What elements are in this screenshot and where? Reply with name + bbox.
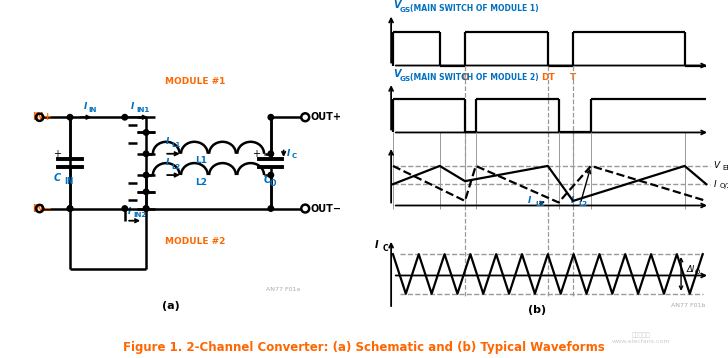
Text: C: C <box>264 175 270 185</box>
Text: IN1: IN1 <box>136 107 149 113</box>
Text: I: I <box>128 207 131 216</box>
Text: O: O <box>269 179 276 188</box>
Circle shape <box>268 115 274 120</box>
Text: L1: L1 <box>171 142 181 148</box>
Text: L2: L2 <box>195 178 207 187</box>
Text: L2: L2 <box>171 164 180 170</box>
Circle shape <box>268 172 274 178</box>
Text: IN+: IN+ <box>32 112 52 122</box>
Text: 电子发烧友
www.elecfans.com: 电子发烧友 www.elecfans.com <box>612 332 670 344</box>
Circle shape <box>143 151 149 156</box>
Text: IN−: IN− <box>32 204 52 213</box>
Text: GS: GS <box>400 7 411 13</box>
Text: +: + <box>252 149 260 159</box>
Circle shape <box>143 172 149 178</box>
Text: L1: L1 <box>535 201 545 207</box>
Text: IN: IN <box>64 177 74 186</box>
Text: C: C <box>53 173 60 183</box>
Text: C: C <box>383 243 389 253</box>
Circle shape <box>143 206 149 211</box>
Text: T: T <box>570 73 576 82</box>
Circle shape <box>143 206 149 211</box>
Text: I: I <box>131 102 134 111</box>
Text: MODULE #2: MODULE #2 <box>165 237 225 246</box>
Text: I: I <box>571 197 574 205</box>
Circle shape <box>268 206 274 211</box>
Text: AN77 F01b: AN77 F01b <box>671 304 705 309</box>
Text: IN: IN <box>89 107 98 113</box>
Text: DT: DT <box>541 73 555 82</box>
Text: V: V <box>713 161 719 170</box>
Text: I: I <box>84 102 87 111</box>
Text: (b): (b) <box>528 305 546 315</box>
Text: (MAIN SWITCH OF MODULE 2): (MAIN SWITCH OF MODULE 2) <box>410 73 539 82</box>
Circle shape <box>122 115 127 120</box>
Text: O: O <box>461 73 469 82</box>
Text: C: C <box>292 153 297 159</box>
Text: OUT−: OUT− <box>310 204 341 213</box>
Text: MODULE #1: MODULE #1 <box>165 77 225 86</box>
Circle shape <box>143 130 149 135</box>
Text: L1: L1 <box>195 156 207 165</box>
Circle shape <box>67 115 73 120</box>
Text: I: I <box>528 197 531 205</box>
Circle shape <box>67 206 73 211</box>
Text: +: + <box>53 149 61 159</box>
Text: AN77 F01a: AN77 F01a <box>266 287 300 292</box>
Text: GS: GS <box>400 76 411 82</box>
Circle shape <box>122 206 127 211</box>
Text: OUT+: OUT+ <box>310 112 341 122</box>
Text: (MAIN SWITCH OF MODULE 1): (MAIN SWITCH OF MODULE 1) <box>410 4 539 13</box>
Text: I: I <box>166 137 169 146</box>
Text: I: I <box>287 149 290 158</box>
Text: IN2: IN2 <box>133 212 146 218</box>
Text: V: V <box>393 69 400 79</box>
Circle shape <box>268 151 274 156</box>
Text: O/2: O/2 <box>720 183 728 189</box>
Text: (a): (a) <box>162 301 179 311</box>
Text: I: I <box>166 159 169 168</box>
Text: Figure 1. 2-Channel Converter: (a) Schematic and (b) Typical Waveforms: Figure 1. 2-Channel Converter: (a) Schem… <box>123 342 605 354</box>
Text: I: I <box>713 180 716 189</box>
Circle shape <box>143 189 149 194</box>
Text: ER: ER <box>722 165 728 171</box>
Text: ΔI: ΔI <box>687 265 695 274</box>
Text: O: O <box>695 270 700 275</box>
Text: L2: L2 <box>579 201 587 207</box>
Text: V: V <box>393 0 400 10</box>
Text: I: I <box>375 240 379 250</box>
Circle shape <box>67 206 73 211</box>
